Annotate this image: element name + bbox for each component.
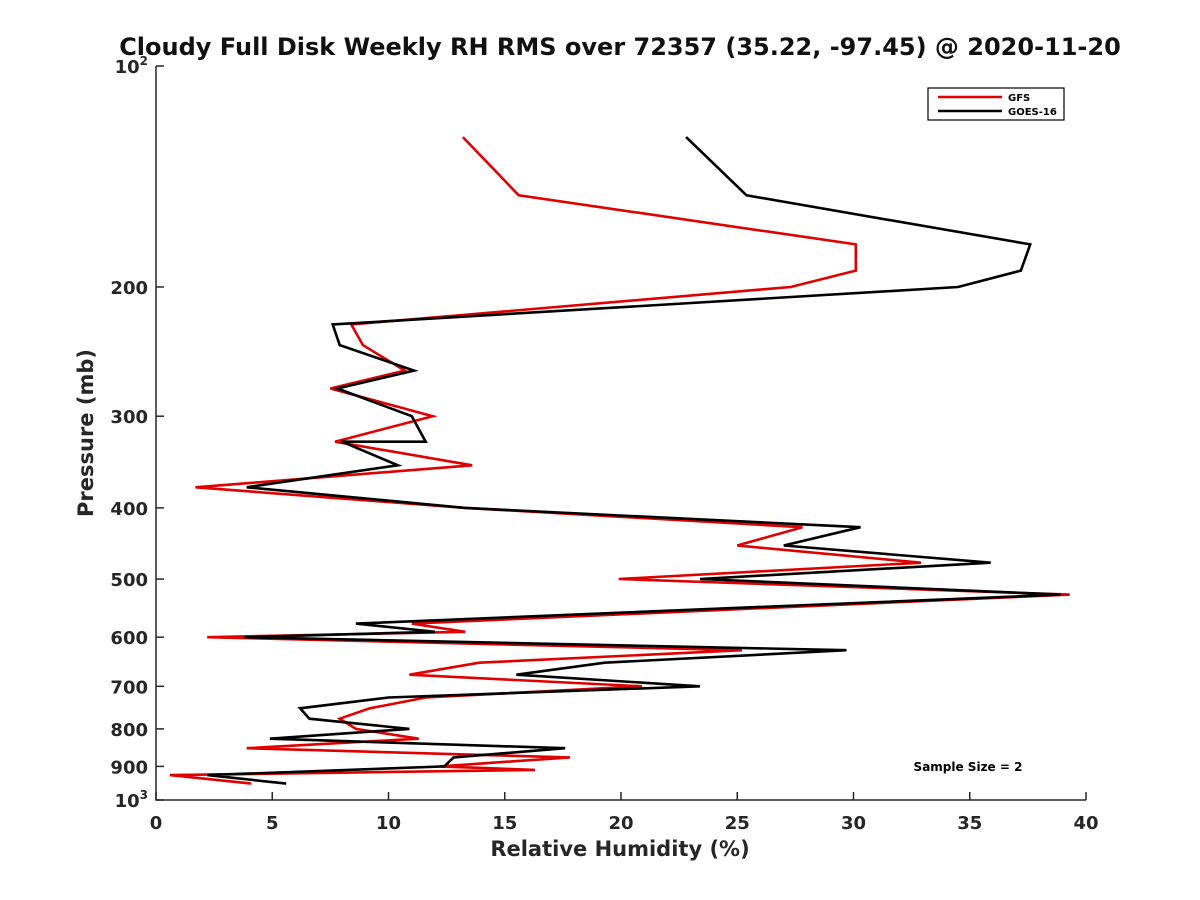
x-tick-label: 35 xyxy=(957,813,982,834)
y-tick-label: 300 xyxy=(110,407,148,428)
series-line-goes16 xyxy=(207,136,1061,785)
series-line-gfs xyxy=(169,136,1070,785)
x-tick-label: 15 xyxy=(492,813,517,834)
plot-area: 0 5 10 15 20 25 30 35 40 102 200 300 400 500 600 700 80… xyxy=(110,54,1098,834)
y-tick-label: 800 xyxy=(110,720,148,741)
y-tick-label: 400 xyxy=(110,499,148,520)
legend-box xyxy=(927,87,1065,121)
x-tick-label: 0 xyxy=(150,813,163,834)
legend-label-gfs: GFS xyxy=(1008,93,1030,104)
x-tick-label: 40 xyxy=(1073,813,1098,834)
x-tick-label: 10 xyxy=(376,813,401,834)
x-tick-label: 30 xyxy=(841,813,866,834)
y-tick-label: 500 xyxy=(110,570,148,591)
legend: GFS GOES-16 xyxy=(927,87,1065,121)
x-tick-label: 5 xyxy=(266,813,279,834)
legend-label-goes16: GOES-16 xyxy=(1008,107,1057,118)
x-axis-label: Relative Humidity (%) xyxy=(490,837,749,861)
y-tick-label: 103 xyxy=(115,788,148,812)
y-tick-label: 102 xyxy=(115,54,148,78)
y-tick-label: 600 xyxy=(110,628,148,649)
y-tick-label: 200 xyxy=(110,278,148,299)
y-tick-label: 900 xyxy=(110,757,148,778)
chart-title: Cloudy Full Disk Weekly RH RMS over 7235… xyxy=(119,33,1121,61)
x-tick-label: 25 xyxy=(725,813,750,834)
y-tick-label: 700 xyxy=(110,677,148,698)
y-axis-label: Pressure (mb) xyxy=(74,349,98,517)
sample-size-annotation: Sample Size = 2 xyxy=(914,760,1023,774)
x-tick-label: 20 xyxy=(608,813,633,834)
